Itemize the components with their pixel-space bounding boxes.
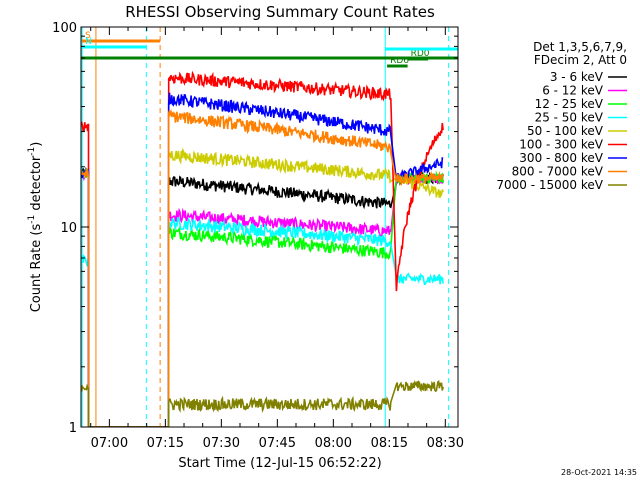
legend-label-5: 100 - 300 keV [519, 138, 603, 152]
series-line-1 [81, 168, 444, 427]
x-tick-label-0: 07:00 [91, 436, 128, 451]
legend-header-2: FDecim 2, Att 0 [534, 53, 627, 67]
series-line-7 [81, 108, 444, 427]
series-1 [81, 168, 444, 427]
series-0 [81, 166, 444, 427]
y-axis-ticks: 1 10 100 [52, 21, 458, 436]
series-6 [81, 92, 444, 427]
y-axis-label-end: ) [29, 142, 44, 147]
timestamp: 28-Oct-2021 14:35 [561, 468, 637, 477]
series-line-8 [81, 379, 444, 427]
legend-label-4: 50 - 100 keV [527, 124, 604, 138]
series-5 [81, 70, 444, 427]
flag-label-3: RD6 [390, 56, 409, 66]
flag-label-1: N [85, 37, 92, 47]
legend-label-2: 12 - 25 keV [535, 97, 604, 111]
x-tick-label-5: 08:15 [371, 436, 408, 451]
x-tick-label-3: 07:45 [259, 436, 296, 451]
legend-label-8: 7000 - 15000 keV [496, 178, 603, 192]
series-line-2 [81, 169, 444, 427]
x-axis-label: Start Time (12-Jul-15 06:52:22) [178, 456, 381, 471]
legend-label-3: 25 - 50 keV [535, 111, 604, 125]
legend-header-1: Det 1,3,5,6,7,9, [533, 40, 627, 54]
flag-label-0: S [85, 31, 91, 41]
chart-title: RHESSI Observing Summary Count Rates [125, 3, 435, 21]
series-line-3 [81, 216, 444, 427]
x-tick-label-4: 08:00 [315, 436, 352, 451]
flag-label-4: RD0 [411, 49, 430, 59]
series-2 [81, 169, 444, 427]
y-tick-label-2: 100 [52, 21, 77, 36]
x-tick-label-2: 07:30 [203, 436, 240, 451]
y-axis-label: Count Rate (s-1 detector-1) [27, 142, 44, 313]
x-tick-label-6: 08:30 [427, 436, 464, 451]
x-axis-ticks: 07:00 07:15 07:30 07:45 08:00 08:15 08:30 [90, 27, 464, 451]
y-axis-label-sup: -1 [27, 215, 37, 224]
series-7 [81, 108, 444, 427]
legend: Det 1,3,5,6,7,9, FDecim 2, Att 0 3 - 6 k… [496, 40, 627, 192]
series-line-5 [81, 70, 444, 427]
series-8 [81, 379, 444, 427]
y-tick-label-0: 1 [69, 421, 77, 436]
y-axis-label-main: Count Rate (s [29, 224, 44, 313]
legend-label-1: 6 - 12 keV [542, 84, 604, 98]
x-tick-label-1: 07:15 [147, 436, 184, 451]
y-tick-label-1: 10 [60, 221, 77, 236]
legend-label-7: 800 - 7000 keV [512, 165, 604, 179]
series-line-0 [81, 166, 444, 427]
y-axis-label-rest: detector [29, 155, 44, 215]
series-3 [81, 216, 444, 427]
legend-label-6: 300 - 800 keV [519, 151, 603, 165]
series-group [81, 70, 444, 427]
y-axis-label-sup2: -1 [27, 147, 37, 156]
legend-label-0: 3 - 6 keV [550, 70, 604, 84]
series-line-6 [81, 92, 444, 427]
